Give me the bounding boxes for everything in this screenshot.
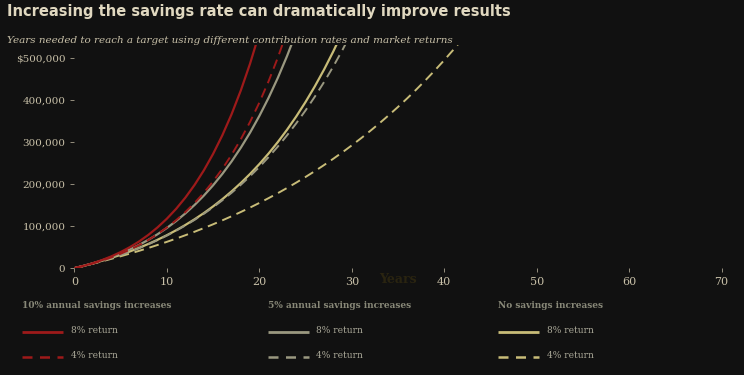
Text: 8% return: 8% return bbox=[71, 326, 118, 335]
Text: 8% return: 8% return bbox=[547, 326, 594, 335]
Text: 4% return: 4% return bbox=[316, 351, 363, 360]
Text: Years: Years bbox=[379, 273, 417, 286]
Text: 10% annual savings increases: 10% annual savings increases bbox=[22, 301, 172, 310]
Text: No savings increases: No savings increases bbox=[498, 301, 603, 310]
Text: Years needed to reach a target using different contribution rates and market ret: Years needed to reach a target using dif… bbox=[7, 36, 453, 45]
Text: 8% return: 8% return bbox=[316, 326, 363, 335]
Text: 4% return: 4% return bbox=[71, 351, 118, 360]
Text: 4% return: 4% return bbox=[547, 351, 594, 360]
Text: 5% annual savings increases: 5% annual savings increases bbox=[268, 301, 411, 310]
Text: Increasing the savings rate can dramatically improve results: Increasing the savings rate can dramatic… bbox=[7, 4, 511, 19]
